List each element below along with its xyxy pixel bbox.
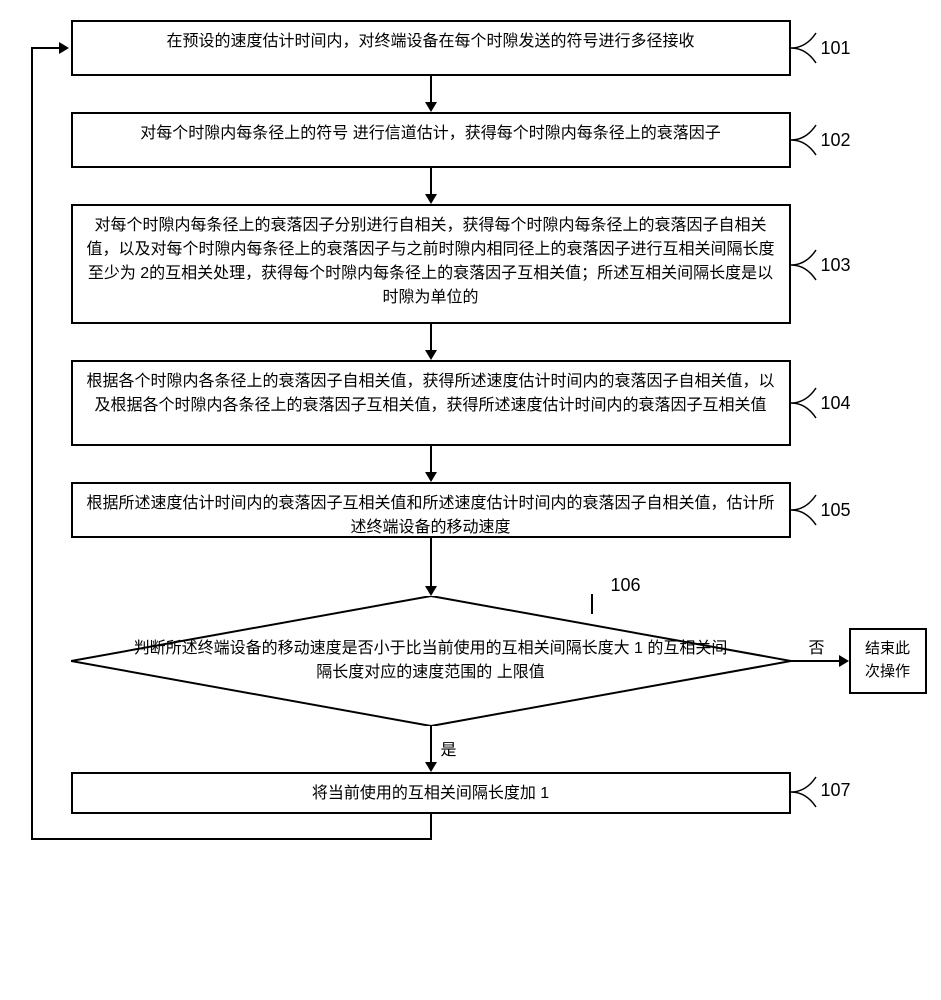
step-103-box: 对每个时隙内每条径上的衰落因子分别进行自相关，获得每个时隙内每条径上的衰落因子自… [71,204,791,324]
step-106-text: 判断所述终端设备的移动速度是否小于比当前使用的互相关间隔长度大 1 的互相关间隔… [134,640,728,681]
loop-seg-3 [31,47,33,840]
yes-label: 是 [441,736,457,760]
step-107-label: 107 [821,780,851,801]
arrow-105-106 [430,538,432,588]
arrow-yes-line [430,726,432,764]
step-106-label-line [591,594,593,614]
step-107-connector [791,772,821,812]
arrow-103-104 [430,324,432,352]
step-104-box: 根据各个时隙内各条径上的衰落因子自相关值，获得所述速度估计时间内的衰落因子自相关… [71,360,791,446]
step-101-label: 101 [821,38,851,59]
step-107-text: 将当前使用的互相关间隔长度加 1 [312,785,549,802]
step-104-label: 104 [821,393,851,414]
arrow-102-103 [430,168,432,196]
step-101-connector [791,28,821,68]
loop-seg-2 [31,838,432,840]
step-105-label: 105 [821,500,851,521]
arrow-101-102 [430,76,432,104]
step-102-connector [791,120,821,160]
arrow-104-105 [430,446,432,474]
loop-seg-4 [31,47,61,49]
arrow-101-102-head [425,102,437,112]
step-104-connector [791,383,821,423]
step-105-text: 根据所述速度估计时间内的衰落因子互相关值和所述速度估计时间内的衰落因子自相关值，… [87,495,775,536]
step-103-label: 103 [821,255,851,276]
arrow-102-103-head [425,194,437,204]
step-106-label: 106 [611,575,641,596]
step-101-text: 在预设的速度估计时间内，对终端设备在每个时隙发送的符号进行多径接收 [166,33,694,50]
arrow-no-head [839,655,849,667]
arrow-105-106-head [425,586,437,596]
loop-arrow-head [59,42,69,54]
step-107-box: 将当前使用的互相关间隔长度加 1 [71,772,791,814]
arrow-yes-head [425,762,437,772]
step-103-text: 对每个时隙内每条径上的衰落因子分别进行自相关，获得每个时隙内每条径上的衰落因子自… [87,217,775,306]
loop-seg-1 [430,814,432,840]
step-105-box: 根据所述速度估计时间内的衰落因子互相关值和所述速度估计时间内的衰落因子自相关值，… [71,482,791,538]
step-104-text: 根据各个时隙内各条径上的衰落因子自相关值，获得所述速度估计时间内的衰落因子自相关… [87,373,775,414]
step-102-label: 102 [821,130,851,151]
step-102-text: 对每个时隙内每条径上的符号 进行信道估计，获得每个时隙内每条径上的衰落因子 [140,125,720,142]
end-text: 结束此次操作 [865,640,910,680]
arrow-103-104-head [425,350,437,360]
step-102-box: 对每个时隙内每条径上的符号 进行信道估计，获得每个时隙内每条径上的衰落因子 [71,112,791,168]
step-103-connector [791,245,821,285]
step-101-box: 在预设的速度估计时间内，对终端设备在每个时隙发送的符号进行多径接收 [71,20,791,76]
arrow-104-105-head [425,472,437,482]
no-label: 否 [809,634,825,658]
step-105-connector [791,490,821,530]
step-106-diamond: 判断所述终端设备的移动速度是否小于比当前使用的互相关间隔长度大 1 的互相关间隔… [71,596,791,726]
arrow-no-line [791,660,841,662]
end-box: 结束此次操作 [849,628,927,694]
